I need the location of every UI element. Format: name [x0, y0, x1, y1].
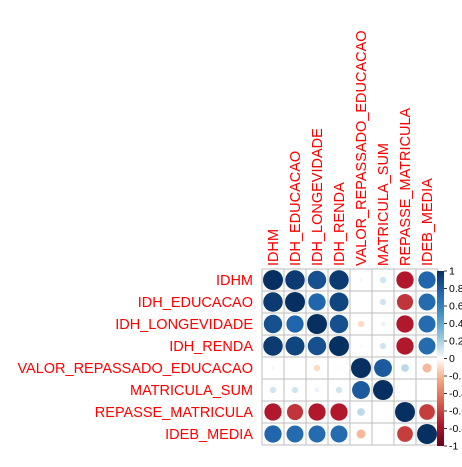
colorbar-tick-label: 0.2: [449, 336, 462, 348]
correlation-circle: [263, 336, 283, 356]
correlation-circle: [397, 426, 413, 442]
column-label: VALOR_REPASSADO_EDUCACAO: [354, 30, 370, 266]
correlation-circle: [359, 278, 362, 281]
grid-cell: [284, 357, 306, 379]
correlation-circle: [287, 404, 303, 420]
grid-cell: [416, 379, 438, 401]
correlation-circle: [331, 426, 348, 443]
correlation-circle: [308, 293, 325, 310]
correlation-circle: [418, 271, 435, 288]
correlation-circle: [286, 315, 303, 332]
correlation-circle: [330, 315, 348, 333]
correlation-circle: [264, 315, 282, 333]
column-label: IDH_EDUCACAO: [288, 151, 304, 266]
correlation-circle: [338, 367, 341, 370]
colorbar-gradient: [437, 271, 444, 446]
row-label: REPASSE_MATRICULA: [95, 405, 254, 421]
correlation-circle: [271, 366, 274, 369]
correlation-circle: [419, 316, 436, 333]
grid-cell: [372, 423, 394, 445]
correlation-circle: [285, 292, 305, 312]
correlation-circle: [397, 294, 413, 310]
correlation-circle: [286, 337, 305, 356]
correlation-circle: [423, 364, 432, 373]
correlation-circle: [330, 293, 349, 312]
correlation-circle: [315, 388, 319, 392]
colorbar-tick-label: -0.2: [449, 371, 462, 383]
correlation-circle: [380, 277, 386, 283]
colorbar-tick-label: 1: [449, 266, 455, 278]
column-label: IDH_RENDA: [332, 182, 348, 266]
colorbar: 1 0.8 0.6 0.4 0.2 0 -0.2 -0.4 -0.6 -0.8 -1: [437, 266, 462, 453]
correlation-circle: [308, 337, 326, 355]
correlation-circle: [419, 338, 436, 355]
correlation-circle: [292, 387, 298, 393]
column-label: IDEB_MEDIA: [420, 178, 436, 266]
column-label: REPASSE_MATRICULA: [398, 107, 414, 266]
correlation-circle: [336, 387, 342, 393]
colorbar-tick-label: -0.4: [449, 388, 462, 400]
correlation-circle: [396, 337, 413, 354]
correlation-circle: [417, 424, 437, 444]
correlation-circle: [352, 381, 370, 399]
correlation-circle: [307, 314, 327, 334]
row-label: VALOR_REPASSADO_EDUCACAO: [17, 361, 253, 377]
row-label: IDHM: [216, 273, 253, 289]
correlation-circle: [380, 299, 386, 305]
correlation-circle: [308, 403, 325, 420]
column-label: MATRICULA_SUM: [376, 143, 392, 266]
correlation-circle: [395, 402, 415, 422]
colorbar-tick-label: 0.6: [449, 301, 462, 313]
correlation-circle: [360, 345, 363, 348]
row-label: IDH_RENDA: [169, 339, 253, 355]
correlation-circle: [309, 426, 326, 443]
correlation-circle: [285, 270, 305, 290]
row-label: IDH_EDUCACAO: [138, 295, 253, 311]
correlation-circle: [357, 430, 366, 439]
correlation-circle: [401, 364, 409, 372]
column-labels: IDHM IDH_EDUCACAO IDH_LONGEVIDADE IDH_RENDA…: [266, 30, 436, 266]
column-label: IDH_LONGEVIDADE: [310, 128, 326, 266]
correlation-circle: [419, 404, 435, 420]
correlation-circle: [358, 321, 364, 327]
correlation-circle: [396, 271, 413, 288]
colorbar-tick-label: 0: [449, 353, 455, 365]
colorbar-tick-label: -1: [449, 441, 458, 453]
correlation-circle: [263, 270, 283, 290]
correlation-circle: [380, 343, 386, 349]
colorbar-tick-label: 0.8: [449, 283, 462, 295]
colorbar-tick-label: 0.4: [449, 318, 462, 330]
correlation-circle: [329, 336, 349, 356]
correlation-circle: [308, 271, 326, 289]
correlation-circle: [357, 408, 365, 416]
correlation-circle: [329, 270, 349, 290]
correlation-circle: [381, 322, 385, 326]
row-labels: IDHM IDH_EDUCACAO IDH_LONGEVIDADE IDH_RENDA…: [17, 273, 253, 443]
correlation-circle: [330, 403, 347, 420]
correlation-circle: [374, 359, 392, 377]
row-label: IDEB_MEDIA: [165, 427, 253, 443]
colorbar-tick-label: -0.8: [449, 423, 462, 435]
row-label: IDH_LONGEVIDADE: [115, 317, 253, 333]
grid-cell: [372, 401, 394, 423]
row-label: MATRICULA_SUM: [130, 383, 253, 399]
colorbar-tick-label: -0.6: [449, 406, 462, 418]
correlation-circle: [419, 294, 436, 311]
correlation-circle: [263, 292, 283, 312]
grid-cell: [394, 379, 416, 401]
correlation-circle: [314, 365, 320, 371]
correlation-circle: [264, 425, 281, 442]
correlation-circle: [264, 403, 281, 420]
correlation-circle: [373, 380, 393, 400]
correlation-circle: [396, 315, 413, 332]
correlation-circle: [270, 387, 276, 393]
correlation-circle: [351, 358, 371, 378]
grid-cell: [350, 291, 372, 313]
column-label: IDHM: [266, 229, 282, 266]
correlation-circle: [287, 426, 304, 443]
